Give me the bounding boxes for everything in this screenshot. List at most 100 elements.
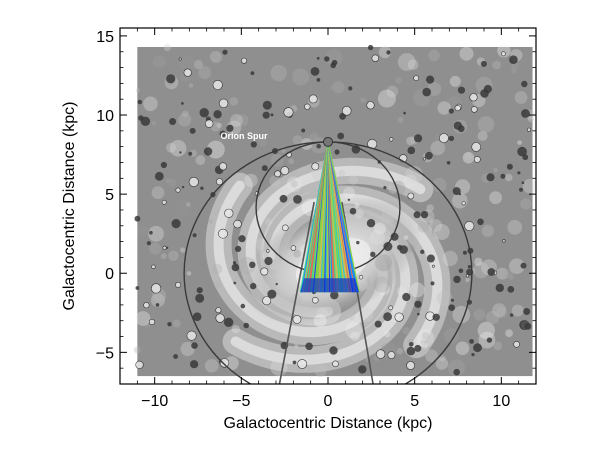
hii-region-marker [169,118,177,125]
mottle-blob [182,110,189,118]
hii-region-marker [448,135,455,142]
hii-region-marker [464,221,475,232]
mottle-blob [290,180,298,188]
hii-region-marker [332,360,339,368]
mottle-blob [350,331,360,342]
hii-region-marker [233,219,242,229]
mottle-blob [406,244,415,253]
hii-region-marker [383,242,393,251]
mottle-blob [198,66,212,80]
mottle-blob [137,225,149,237]
hii-region-marker [457,86,466,94]
hii-region-marker [420,249,425,254]
hii-region-marker [432,313,440,321]
hii-region-marker [216,178,224,186]
hii-region-marker [283,107,294,118]
hii-region-marker [270,113,274,117]
mottle-blob [449,75,461,87]
hii-region-marker [250,282,257,290]
hii-region-marker [205,119,214,128]
mottle-blob [313,314,327,328]
mottle-blob [383,330,391,338]
mottle-blob [370,229,385,245]
x-tick-label: 0 [324,393,333,410]
mottle-blob [412,285,418,292]
hii-region-marker [453,368,461,376]
hii-region-marker [146,241,151,246]
mottle-blob [270,358,288,376]
hii-region-marker [137,99,143,105]
mottle-blob [417,221,429,233]
hii-region-marker [348,86,353,91]
mottle-blob [384,231,389,236]
hii-region-marker [413,211,421,219]
mottle-blob [175,199,193,217]
mottle-blob [465,277,470,282]
hii-region-marker [188,176,199,187]
hii-region-marker [486,337,493,343]
hii-region-marker [517,146,527,157]
hii-region-marker [148,318,156,326]
hii-region-marker [249,261,256,268]
mottle-blob [237,256,256,275]
sightline-ray [327,141,360,293]
hii-region-marker [226,124,234,132]
mottle-blob [209,50,222,63]
hii-region-marker [166,74,176,84]
hii-region-marker [231,263,240,272]
hii-region-marker [473,343,482,353]
hii-region-marker [181,102,184,105]
mottle-blob [509,258,525,275]
mottle-blob [378,46,392,59]
hii-region-marker [387,351,396,359]
mottle-blob [511,68,517,74]
mottle-blob [347,313,355,320]
mottle-blob [452,305,471,324]
mottle-blob [430,140,446,156]
hii-region-marker [386,50,391,55]
hii-region-marker [171,219,181,229]
hii-region-marker [151,283,162,294]
hii-region-marker [167,322,172,327]
mottle-blob [166,142,176,153]
mottle-blob [292,135,303,146]
hii-region-marker [452,187,461,196]
hii-region-marker [250,141,257,148]
hii-region-marker [521,80,528,88]
hii-region-marker [281,224,289,232]
hii-region-marker [371,54,379,62]
mottle-blob [293,249,302,258]
hii-region-marker [347,198,351,201]
mottle-blob [230,114,243,127]
hii-region-marker [280,166,290,176]
hii-region-marker [304,103,311,110]
hii-region-marker [426,75,435,84]
mottle-blob [448,359,465,377]
hii-region-marker [426,254,435,263]
mottle-blob [406,136,415,146]
mottle-blob [493,341,503,351]
hii-region-marker [189,127,196,134]
hii-region-marker [219,130,226,137]
hii-region-marker [224,208,234,218]
hii-region-marker [471,353,475,357]
hii-region-marker [316,56,320,60]
hii-region-marker [358,275,364,280]
hii-region-marker [262,100,272,110]
mottle-blob [186,202,191,207]
hii-region-marker [293,195,302,204]
hii-region-marker [414,134,423,143]
hii-region-marker [375,349,386,359]
hii-region-marker [192,233,197,238]
hii-region-marker [243,322,249,329]
hii-region-marker [135,360,144,370]
mottle-blob [211,52,223,64]
mottle-blob [477,321,495,340]
mottle-blob [420,339,427,346]
hii-region-marker [262,111,270,119]
mottle-blob [270,64,287,82]
hii-region-marker [310,67,320,76]
mottle-blob [329,329,335,336]
